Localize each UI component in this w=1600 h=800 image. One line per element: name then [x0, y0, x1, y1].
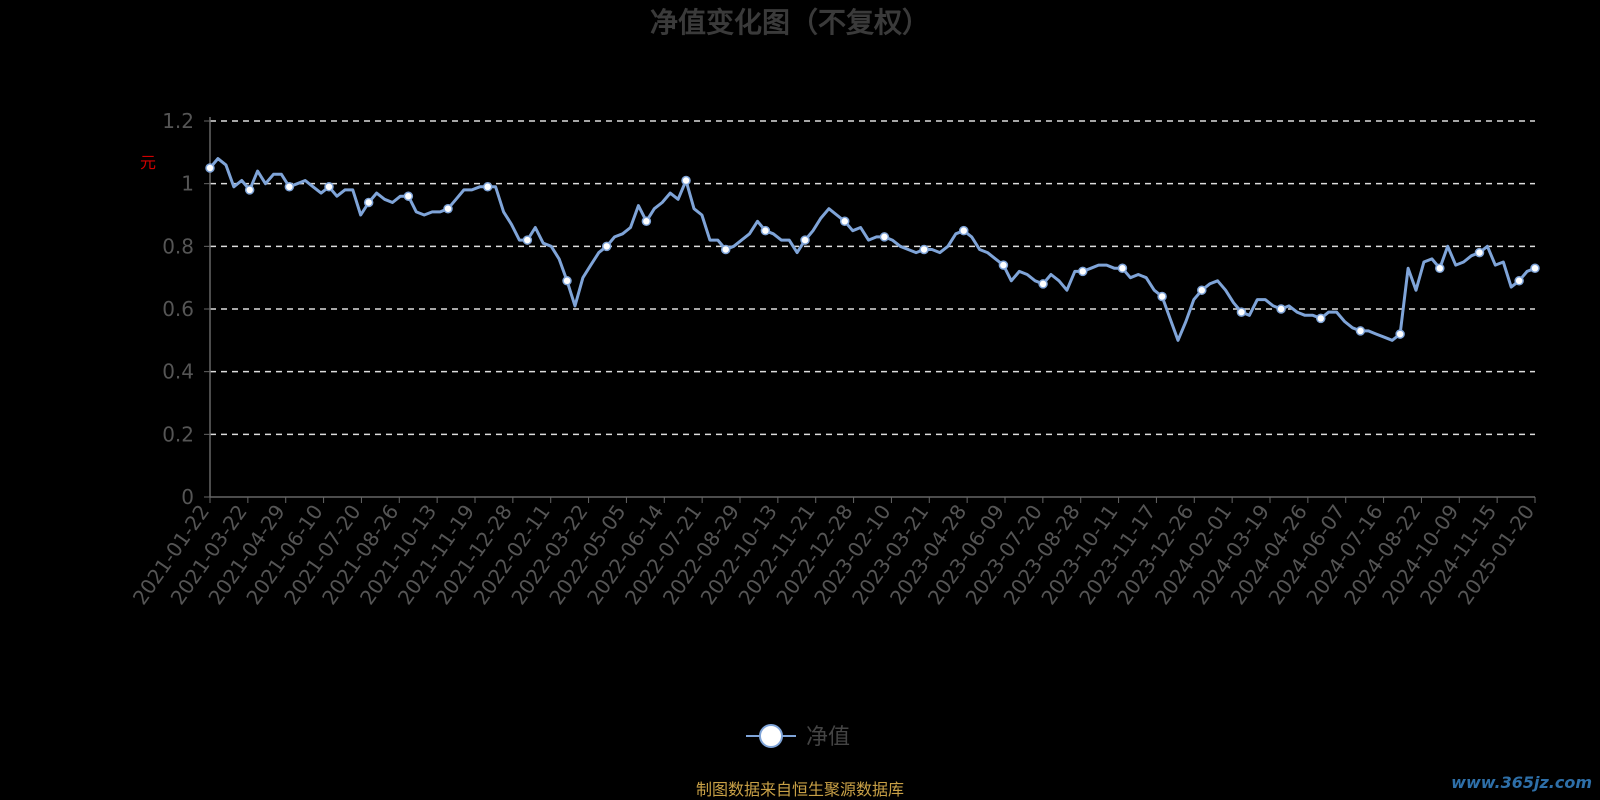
data-point[interactable]	[998, 260, 1009, 270]
data-point[interactable]	[720, 244, 731, 255]
chart-title: 净值变化图（不复权）	[650, 6, 930, 39]
data-point[interactable]	[1316, 313, 1326, 324]
y-tick-label: 0.4	[162, 360, 194, 384]
data-point[interactable]	[284, 182, 295, 192]
data-point[interactable]	[800, 235, 810, 245]
data-point[interactable]	[443, 203, 453, 214]
data-point[interactable]	[1276, 304, 1286, 314]
data-point[interactable]	[1078, 266, 1088, 277]
data-point[interactable]	[1355, 326, 1366, 336]
data-point[interactable]	[482, 182, 493, 192]
series-line	[208, 157, 1536, 342]
data-point[interactable]	[601, 241, 612, 252]
y-tick-label: 0.2	[162, 422, 194, 446]
data-point[interactable]	[205, 163, 215, 173]
data-point[interactable]	[1395, 329, 1405, 339]
legend[interactable]: 净值	[746, 724, 850, 750]
data-point[interactable]	[839, 216, 850, 227]
watermark: www.365jz.com	[1451, 773, 1592, 792]
data-point[interactable]	[641, 216, 652, 227]
y-axis-unit-label: 元	[140, 153, 156, 172]
y-tick-label: 1.2	[162, 109, 194, 133]
data-point[interactable]	[1117, 263, 1128, 274]
data-point[interactable]	[681, 175, 691, 186]
legend-marker-icon	[759, 724, 783, 748]
axes	[209, 117, 1535, 498]
data-point[interactable]	[879, 232, 890, 242]
data-point[interactable]	[363, 197, 374, 208]
data-point[interactable]	[324, 182, 334, 192]
data-point[interactable]	[562, 276, 572, 286]
data-point[interactable]	[1157, 291, 1167, 302]
data-point[interactable]	[1514, 276, 1524, 286]
data-point[interactable]	[958, 225, 969, 236]
data-point[interactable]	[1236, 307, 1247, 317]
data-point[interactable]	[244, 185, 255, 195]
data-point[interactable]	[1197, 285, 1207, 295]
data-point[interactable]	[760, 225, 771, 236]
y-tick-label: 0.6	[162, 297, 194, 321]
data-point[interactable]	[1038, 279, 1048, 289]
x-axis-ticks: 2021-01-222021-03-222021-04-292021-06-10…	[128, 497, 1539, 609]
series-layer	[205, 157, 1540, 342]
legend-label: 净值	[806, 725, 850, 750]
y-tick-label: 0	[181, 485, 194, 509]
data-point[interactable]	[919, 244, 929, 255]
data-point[interactable]	[1435, 263, 1445, 274]
y-tick-label: 1	[181, 172, 194, 196]
y-axis-ticks: 0 0.2 0.4 0.6 0.8 1 1.2	[162, 109, 210, 509]
y-tick-label: 0.8	[162, 234, 194, 258]
data-source-note: 制图数据来自恒生聚源数据库	[696, 780, 904, 799]
grid-lines	[210, 120, 1535, 436]
data-point[interactable]	[403, 191, 414, 201]
data-point[interactable]	[1474, 247, 1485, 258]
data-point[interactable]	[1530, 263, 1540, 274]
data-point[interactable]	[522, 235, 533, 245]
